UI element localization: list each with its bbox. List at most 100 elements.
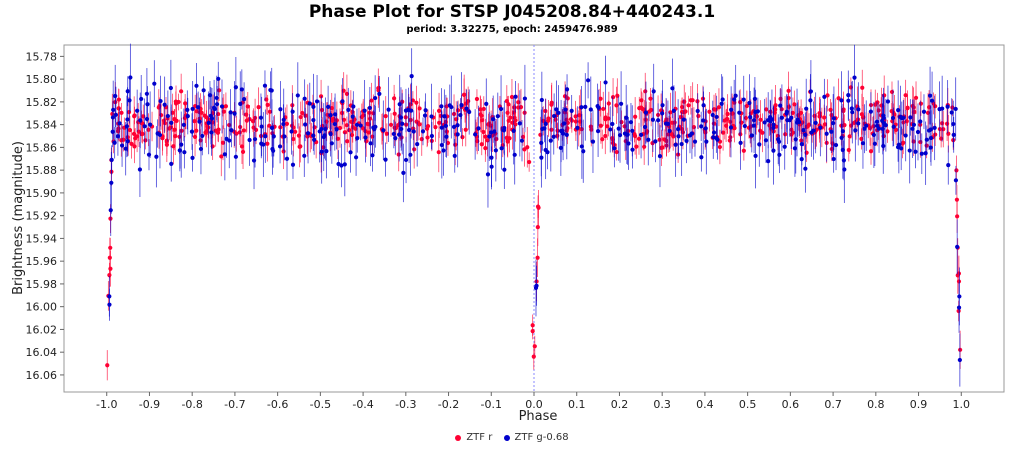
data-point-ztf-g [776,137,781,142]
data-point-ztf-g [484,101,489,106]
data-point-ztf-r [686,103,691,108]
data-point-ztf-r [603,133,608,139]
data-point-ztf-g [880,118,885,123]
data-point-ztf-r [531,354,536,359]
data-point-ztf-r [424,126,430,131]
data-point-ztf-g [452,153,457,158]
data-point-ztf-g [449,104,454,110]
data-point-ztf-g [420,129,426,134]
data-point-ztf-g [177,148,183,153]
data-point-ztf-g [539,97,544,103]
data-point-ztf-g [841,158,846,163]
data-point-ztf-g [429,133,434,139]
data-point-ztf-g [328,131,333,137]
data-point-ztf-g [119,143,125,148]
data-point-ztf-r [215,130,221,135]
legend-item-ztf-r: ZTF r [455,432,492,443]
data-point-ztf-g [608,127,613,132]
data-point-ztf-r [463,101,469,106]
data-point-ztf-g [391,131,396,137]
y-tick-label: 15.96 [26,255,58,268]
data-point-ztf-g [603,80,608,85]
data-point-ztf-r [485,138,490,143]
data-point-ztf-g [846,98,851,103]
data-point-ztf-r [614,149,619,155]
data-point-ztf-g [263,134,268,139]
data-point-ztf-r [822,115,827,120]
data-point-ztf-g [951,132,956,137]
data-point-ztf-g [409,108,414,113]
data-point-ztf-r [366,130,371,135]
data-point-ztf-g [281,121,286,127]
data-point-ztf-g [142,124,147,129]
data-point-ztf-g [491,117,496,122]
data-point-ztf-r [478,112,483,117]
data-point-ztf-g [290,109,295,114]
data-point-ztf-r [530,323,535,328]
data-point-ztf-r [383,113,388,119]
data-point-ztf-r [265,102,270,108]
data-point-ztf-g [742,123,747,129]
data-point-ztf-g [701,118,706,123]
data-point-ztf-r [846,147,851,153]
data-point-ztf-g [354,122,360,127]
data-point-ztf-g [660,111,665,116]
y-axis: 15.78 15.80 15.82 15.84 15.86 15.88 15.90 15.92… [26,50,64,382]
data-point-ztf-r [516,100,521,105]
data-point-ztf-g [704,139,709,144]
data-point-ztf-g [946,162,951,168]
data-point-ztf-r [509,94,515,100]
data-point-ztf-g [268,87,273,93]
data-point-ztf-g [903,133,908,138]
x-tick-label: 0.4 [696,398,714,411]
data-point-ztf-g [913,149,918,154]
data-point-ztf-g [108,208,113,213]
data-point-ztf-r [392,96,397,101]
data-point-ztf-g [711,130,717,135]
data-point-ztf-g [511,128,516,133]
data-point-ztf-g [579,144,584,149]
data-point-ztf-g [190,155,195,160]
data-point-ztf-g [699,124,704,129]
data-point-ztf-g [442,114,447,119]
data-point-ztf-r [901,140,906,145]
data-point-ztf-r [817,111,822,116]
data-point-ztf-r [220,140,226,145]
data-point-ztf-g [206,120,211,125]
data-point-ztf-g [109,180,114,185]
data-point-ztf-g [940,106,945,111]
x-tick-label: -0.7 [224,398,245,411]
data-point-ztf-r [108,245,113,250]
x-tick-label: -0.1 [481,398,502,411]
data-point-ztf-g [368,141,373,146]
data-point-ztf-g [564,87,570,92]
data-point-ztf-g [753,153,758,158]
data-point-ztf-g [336,161,341,167]
data-point-ztf-r [885,129,890,134]
data-point-ztf-r [546,116,551,121]
data-point-ztf-g [653,139,658,144]
data-point-ztf-r [743,115,748,121]
data-point-ztf-r [538,132,543,137]
data-point-ztf-g [579,105,584,110]
data-point-ztf-g [212,106,217,112]
data-point-ztf-g [137,167,143,172]
data-point-ztf-r [783,132,788,137]
data-point-ztf-g [548,138,553,143]
data-point-ztf-r [696,113,701,119]
x-tick-label: 0.1 [568,398,586,411]
data-point-ztf-r [760,130,765,135]
data-point-ztf-g [539,155,544,160]
data-point-ztf-g [311,104,316,109]
data-point-ztf-g [552,113,557,119]
data-point-ztf-g [949,110,954,115]
data-point-ztf-g [703,126,708,131]
data-point-ztf-g [692,139,698,144]
data-point-ztf-r [678,114,684,120]
data-point-ztf-g [400,121,405,126]
data-point-ztf-g [201,88,206,93]
data-point-ztf-g [473,132,478,137]
data-point-ztf-g [799,157,804,162]
data-point-ztf-g [239,87,244,92]
y-tick-label: 16.04 [26,346,58,359]
